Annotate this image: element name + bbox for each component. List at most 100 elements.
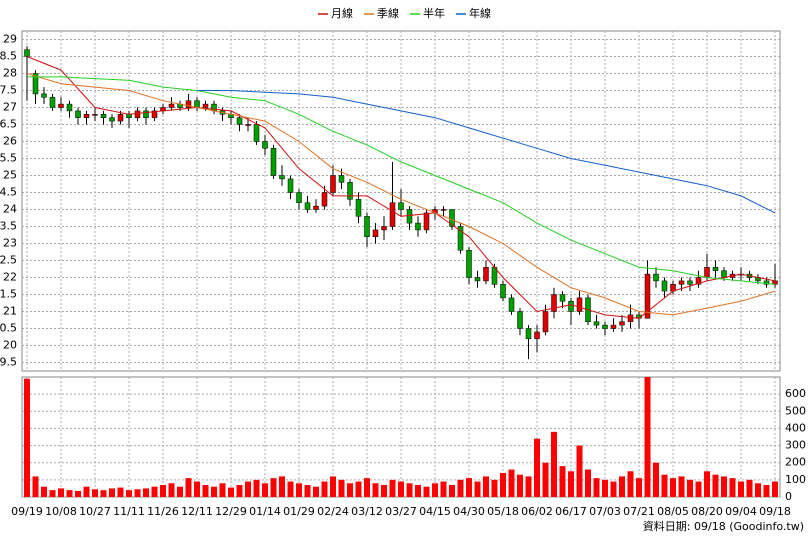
x-tick-label: 07/03 bbox=[589, 505, 621, 518]
volume-bar bbox=[576, 445, 583, 497]
volume-bar bbox=[661, 474, 668, 497]
y-tick-label: 21.5 bbox=[0, 288, 17, 301]
candle-body bbox=[440, 209, 447, 211]
candle-body bbox=[202, 103, 209, 108]
volume-bar bbox=[143, 488, 149, 497]
y-tick-label: 24 bbox=[3, 203, 17, 216]
candle-body bbox=[338, 175, 345, 183]
y-tick-label: 23.5 bbox=[0, 220, 17, 233]
candle-body bbox=[678, 280, 685, 285]
volume-bar bbox=[449, 485, 455, 497]
volume-bar bbox=[474, 481, 481, 497]
volume-bar bbox=[126, 490, 132, 497]
candle-body bbox=[763, 280, 770, 285]
candle-body bbox=[109, 117, 115, 122]
volume-bar bbox=[525, 476, 532, 497]
volume-bar bbox=[729, 478, 736, 497]
y-tick-label: 28.5 bbox=[0, 50, 17, 63]
volume-bar bbox=[721, 476, 727, 497]
candle-body bbox=[398, 202, 404, 210]
candle-body bbox=[653, 273, 659, 282]
volume-bar bbox=[296, 483, 302, 497]
ma-line bbox=[27, 76, 776, 285]
volume-bar bbox=[109, 488, 115, 497]
volume-bar bbox=[270, 478, 277, 497]
volume-bar bbox=[653, 462, 659, 497]
candle-body bbox=[627, 314, 634, 322]
volume-bar bbox=[755, 483, 761, 497]
x-tick-label: 05/18 bbox=[487, 505, 519, 518]
y-tick-label: 22 bbox=[3, 271, 17, 284]
candle-body bbox=[211, 103, 217, 112]
volume-bar bbox=[415, 485, 421, 497]
volume-bar bbox=[321, 481, 328, 497]
candle-body bbox=[236, 117, 243, 125]
candle-body bbox=[253, 124, 260, 142]
volume-bar bbox=[177, 486, 183, 497]
y2-tick-label: 200 bbox=[785, 456, 806, 469]
candle-body bbox=[270, 148, 277, 176]
candle-body bbox=[568, 301, 574, 312]
candle-body bbox=[75, 110, 81, 118]
x-tick-label: 09/19 bbox=[11, 505, 43, 518]
volume-bar bbox=[168, 483, 175, 497]
volume-bar bbox=[185, 478, 192, 497]
y-tick-label: 28 bbox=[3, 67, 17, 80]
volume-bar bbox=[500, 473, 506, 497]
volume-bar bbox=[644, 377, 651, 497]
candle-body bbox=[610, 324, 617, 329]
y2-tick-label: 100 bbox=[785, 473, 806, 486]
volume-bar bbox=[304, 485, 311, 497]
candle-body bbox=[559, 294, 566, 302]
candle-body bbox=[126, 114, 132, 118]
volume-bar bbox=[92, 489, 98, 497]
volume-bar bbox=[117, 487, 124, 497]
candle-body bbox=[168, 103, 175, 108]
x-tick-label: 10/08 bbox=[45, 505, 77, 518]
volume-bar bbox=[687, 479, 693, 497]
volume-bar bbox=[58, 488, 64, 497]
candle-body bbox=[542, 311, 549, 333]
candle-body bbox=[313, 205, 319, 210]
volume-bar bbox=[41, 486, 47, 497]
volume-bar bbox=[219, 483, 226, 497]
volume-bar bbox=[542, 462, 549, 497]
volume-bar bbox=[568, 471, 574, 497]
y-tick-label: 27.5 bbox=[0, 84, 17, 97]
volume-bar bbox=[559, 466, 566, 497]
candle-body bbox=[330, 175, 336, 193]
volume-bar bbox=[75, 491, 81, 497]
y-tick-label: 23 bbox=[3, 237, 17, 250]
y-tick-label: 20 bbox=[3, 339, 17, 352]
candle-body bbox=[483, 267, 489, 282]
volume-bar bbox=[32, 476, 39, 497]
x-tick-label: 03/27 bbox=[385, 505, 417, 518]
volume-bar bbox=[202, 485, 209, 497]
x-tick-label: 09/04 bbox=[725, 505, 757, 518]
candle-body bbox=[58, 103, 64, 108]
candle-body bbox=[721, 270, 727, 278]
candle-body bbox=[517, 311, 523, 329]
y-tick-label: 26 bbox=[3, 135, 17, 148]
volume-bar bbox=[440, 481, 447, 497]
volume-bar bbox=[406, 483, 413, 497]
candle-body bbox=[83, 114, 90, 118]
volume-bar bbox=[151, 486, 158, 497]
volume-bar bbox=[466, 478, 472, 497]
y-tick-label: 20.5 bbox=[0, 322, 17, 335]
x-tick-label: 08/20 bbox=[691, 505, 723, 518]
candle-body bbox=[406, 209, 413, 224]
x-tick-label: 12/29 bbox=[215, 505, 247, 518]
x-tick-label: 11/11 bbox=[113, 505, 145, 518]
y2-tick-label: 400 bbox=[785, 421, 806, 434]
candle-body bbox=[279, 175, 285, 180]
candle-body bbox=[576, 297, 583, 312]
ma-line bbox=[26, 73, 776, 316]
y-tick-label: 26.5 bbox=[0, 118, 17, 131]
volume-bar bbox=[389, 479, 396, 497]
candle-body bbox=[457, 226, 464, 251]
volume-bar bbox=[100, 490, 107, 497]
volume-bar bbox=[236, 485, 243, 497]
volume-bar bbox=[245, 481, 251, 497]
candle-body bbox=[704, 267, 710, 278]
